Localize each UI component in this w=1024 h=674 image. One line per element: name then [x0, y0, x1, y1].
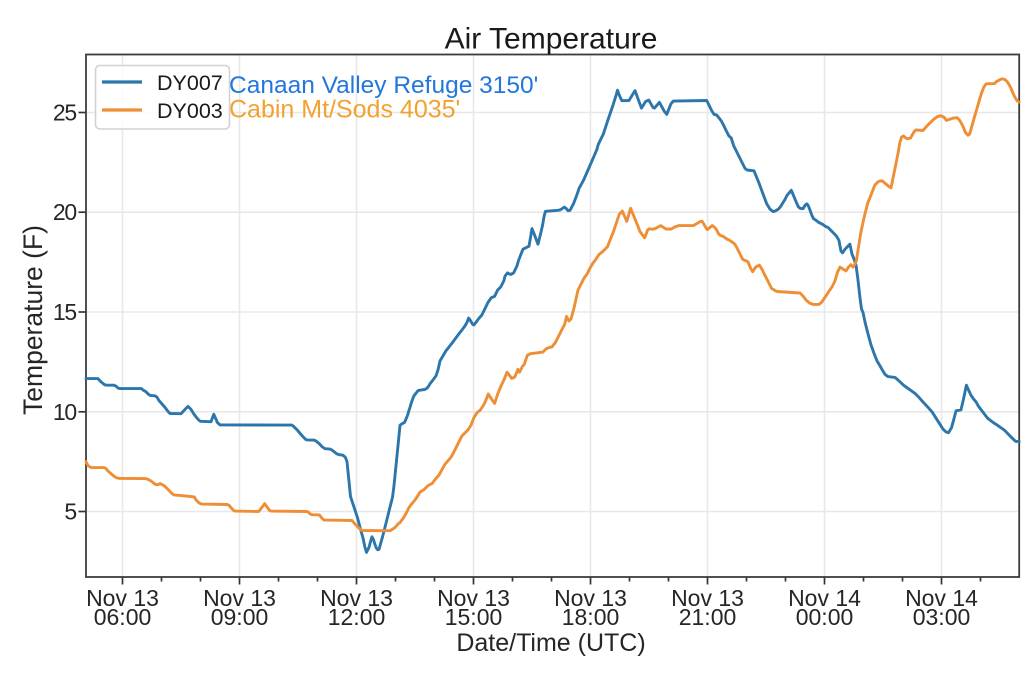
svg-text:25: 25	[53, 100, 77, 126]
svg-text:Nov 13: Nov 13	[437, 585, 510, 611]
svg-text:5: 5	[64, 499, 76, 525]
svg-text:Nov 13: Nov 13	[554, 585, 627, 611]
svg-text:Cabin Mt/Sods 4035': Cabin Mt/Sods 4035'	[229, 96, 460, 124]
svg-text:21:00: 21:00	[679, 604, 737, 630]
svg-text:Canaan Valley Refuge 3150': Canaan Valley Refuge 3150'	[229, 72, 538, 99]
svg-text:Nov 14: Nov 14	[788, 585, 861, 611]
svg-text:15: 15	[53, 299, 77, 325]
svg-text:15:00: 15:00	[445, 604, 503, 630]
svg-text:10: 10	[53, 399, 77, 425]
svg-text:Nov 13: Nov 13	[86, 585, 159, 611]
svg-text:Air Temperature: Air Temperature	[445, 23, 658, 56]
svg-text:DY003: DY003	[157, 99, 223, 123]
svg-text:00:00: 00:00	[796, 604, 854, 630]
svg-text:06:00: 06:00	[94, 604, 152, 630]
svg-text:Nov 13: Nov 13	[203, 585, 276, 611]
svg-text:DY007: DY007	[157, 71, 223, 95]
svg-text:20: 20	[53, 199, 77, 225]
svg-text:Nov 13: Nov 13	[320, 585, 393, 611]
svg-text:Nov 14: Nov 14	[905, 585, 978, 611]
svg-text:09:00: 09:00	[211, 604, 269, 630]
svg-text:18:00: 18:00	[562, 604, 620, 630]
svg-text:Date/Time (UTC): Date/Time (UTC)	[456, 629, 645, 657]
svg-text:03:00: 03:00	[913, 604, 971, 630]
svg-text:Nov 13: Nov 13	[671, 585, 744, 611]
svg-text:12:00: 12:00	[328, 604, 386, 630]
svg-text:Temperature (F): Temperature (F)	[18, 225, 48, 415]
